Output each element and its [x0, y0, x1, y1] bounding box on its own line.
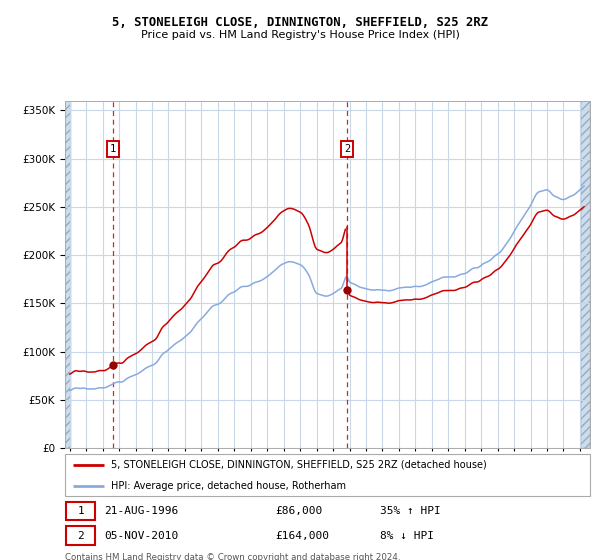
Text: 5, STONELEIGH CLOSE, DINNINGTON, SHEFFIELD, S25 2RZ (detached house): 5, STONELEIGH CLOSE, DINNINGTON, SHEFFIE…	[111, 460, 487, 469]
Bar	[67, 502, 95, 520]
Text: 8% ↓ HPI: 8% ↓ HPI	[380, 531, 434, 541]
Text: 5, STONELEIGH CLOSE, DINNINGTON, SHEFFIELD, S25 2RZ: 5, STONELEIGH CLOSE, DINNINGTON, SHEFFIE…	[112, 16, 488, 29]
Text: 35% ↑ HPI: 35% ↑ HPI	[380, 506, 440, 516]
Text: Price paid vs. HM Land Registry's House Price Index (HPI): Price paid vs. HM Land Registry's House …	[140, 30, 460, 40]
Text: £86,000: £86,000	[275, 506, 322, 516]
Bar	[67, 526, 95, 545]
Text: 1: 1	[110, 144, 116, 154]
Text: 2: 2	[77, 531, 84, 541]
Text: 2: 2	[344, 144, 350, 154]
Text: 05-NOV-2010: 05-NOV-2010	[104, 531, 178, 541]
Text: Contains HM Land Registry data © Crown copyright and database right 2024.
This d: Contains HM Land Registry data © Crown c…	[65, 553, 400, 560]
Text: HPI: Average price, detached house, Rotherham: HPI: Average price, detached house, Roth…	[111, 480, 346, 491]
Text: £164,000: £164,000	[275, 531, 329, 541]
Text: 1: 1	[77, 506, 84, 516]
FancyBboxPatch shape	[65, 454, 590, 496]
Text: 21-AUG-1996: 21-AUG-1996	[104, 506, 178, 516]
